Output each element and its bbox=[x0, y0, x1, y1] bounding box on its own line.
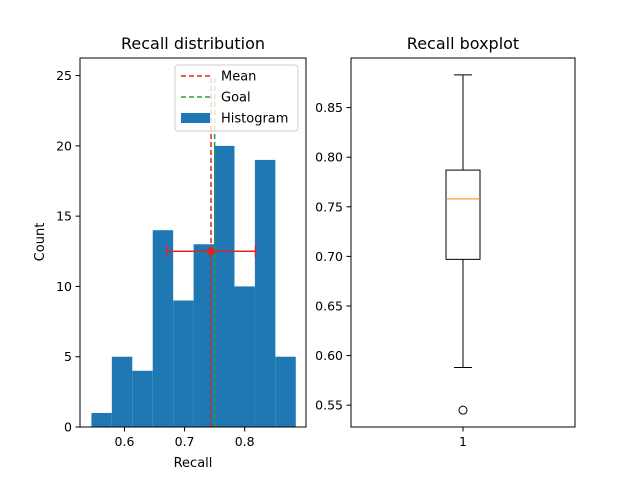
histogram-bars bbox=[91, 145, 296, 427]
boxplot-y-tick-label: 0.75 bbox=[315, 199, 343, 214]
boxplot-x-tick-label: 1 bbox=[459, 434, 467, 449]
boxplot-y-tick-label: 0.85 bbox=[315, 100, 343, 115]
histogram-bar bbox=[91, 412, 112, 427]
histogram-bar bbox=[111, 356, 133, 427]
boxplot-y-tick-label: 0.55 bbox=[315, 398, 343, 413]
histogram-y-tick-label: 5 bbox=[64, 349, 72, 364]
legend-histogram-swatch bbox=[181, 113, 210, 123]
boxplot-y-tick-label: 0.65 bbox=[315, 298, 343, 313]
box bbox=[445, 169, 481, 260]
histogram-overlays bbox=[165, 75, 257, 427]
histogram-bar bbox=[152, 230, 174, 427]
histogram-bar bbox=[254, 159, 276, 427]
histogram-y-tick-label: 10 bbox=[56, 279, 72, 294]
legend-goal-label: Goal bbox=[221, 91, 251, 106]
histogram-bar bbox=[132, 370, 153, 427]
histogram-y-label: Count bbox=[33, 223, 48, 262]
histogram-x-tick-label: 0.7 bbox=[175, 434, 195, 449]
histogram-title: Recall distribution bbox=[121, 34, 265, 53]
histogram-axes-frame bbox=[79, 57, 307, 428]
boxplot-marks bbox=[445, 74, 481, 415]
histogram-panel: Recall distribution 0.6 0.7 0.8 0 5 10 15 20 25… bbox=[33, 34, 307, 471]
boxplot-y-tick-label: 0.60 bbox=[315, 348, 343, 363]
histogram-bar bbox=[275, 356, 296, 427]
histogram-y-tick-label: 15 bbox=[56, 209, 72, 224]
histogram-bar bbox=[234, 286, 255, 427]
boxplot-x-tick: 1 bbox=[459, 427, 467, 449]
histogram-y-ticks: 0 5 10 15 20 25 bbox=[56, 68, 80, 435]
histogram-bar bbox=[173, 300, 194, 427]
histogram-bar bbox=[193, 244, 215, 427]
histogram-x-label: Recall bbox=[174, 456, 213, 471]
legend: Mean Goal Histogram bbox=[174, 64, 299, 132]
histogram-x-ticks: 0.6 0.7 0.8 bbox=[115, 427, 255, 449]
boxplot-y-tick-label: 0.70 bbox=[315, 249, 343, 264]
outlier-point bbox=[458, 405, 468, 415]
legend-mean-label: Mean bbox=[221, 70, 256, 85]
boxplot-title: Recall boxplot bbox=[407, 34, 519, 53]
errorbar-point bbox=[207, 247, 216, 256]
histogram-y-tick-label: 20 bbox=[56, 138, 72, 153]
histogram-y-tick-label: 25 bbox=[56, 68, 72, 83]
boxplot-y-ticks: 0.55 0.60 0.65 0.70 0.75 0.80 0.85 bbox=[315, 100, 351, 413]
legend-histogram-label: Histogram bbox=[221, 112, 288, 127]
boxplot-panel: Recall boxplot 0.550.600.650.700.750.800… bbox=[315, 34, 576, 449]
histogram-x-tick-label: 0.8 bbox=[235, 434, 255, 449]
histogram-bar bbox=[214, 145, 235, 427]
histogram-y-tick-label: 0 bbox=[64, 420, 72, 435]
boxplot-y-tick-label: 0.80 bbox=[315, 150, 343, 165]
histogram-x-tick-label: 0.6 bbox=[115, 434, 135, 449]
